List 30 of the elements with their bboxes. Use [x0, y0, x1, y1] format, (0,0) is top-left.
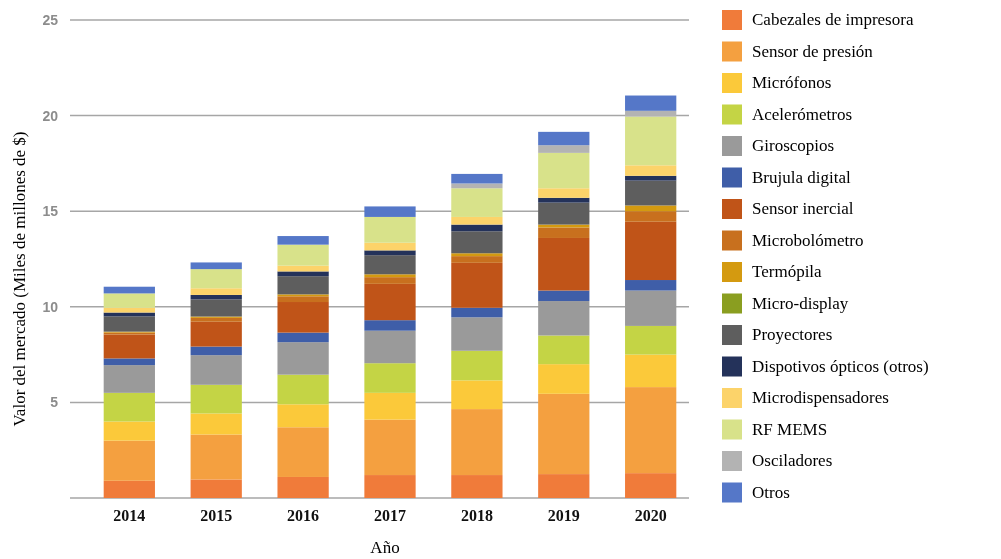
- x-tick-label: 2017: [374, 507, 406, 525]
- legend-label: Giroscopios: [752, 136, 835, 155]
- legend-label: Otros: [752, 482, 790, 502]
- x-tick-label: 2016: [287, 507, 320, 525]
- y-tick-label: 20: [42, 107, 59, 124]
- legend-label: Microdispensadores: [752, 388, 889, 407]
- x-tick-label: 2020: [634, 507, 667, 525]
- legend-label: Termópila: [752, 262, 823, 281]
- legend-label: Brujula digital: [752, 167, 851, 187]
- y-tick-label: 15: [42, 203, 59, 220]
- legend-label: Osciladores: [752, 451, 833, 470]
- legend-label: Micrófonos: [752, 73, 832, 92]
- y-tick-label: 5: [50, 394, 59, 411]
- legend-label: Microbolómetro: [752, 230, 864, 250]
- legend-label: Micro-display: [752, 293, 849, 313]
- legend-label: Acelerómetros: [752, 104, 853, 124]
- x-axis-title: Año: [370, 538, 400, 557]
- legend-label: Proyectores: [752, 325, 833, 344]
- x-tick-label: 2019: [547, 507, 580, 525]
- legend-label: RF MEMS: [752, 419, 828, 439]
- y-tick-label: 25: [42, 11, 59, 28]
- legend-label: Dispotivos ópticos (otros): [752, 356, 929, 376]
- legend-label: Sensor inercial: [752, 199, 854, 218]
- legend-label: Sensor de presión: [752, 41, 874, 61]
- x-tick-label: 2018: [460, 507, 493, 525]
- y-tick-label: 10: [42, 298, 59, 315]
- x-tick-label: 2014: [113, 507, 146, 525]
- x-tick-label: 2015: [200, 507, 233, 525]
- legend-label: Cabezales de impresora: [752, 10, 914, 29]
- y-axis-title: Valor del mercado (Miles de millones de $): [10, 131, 29, 427]
